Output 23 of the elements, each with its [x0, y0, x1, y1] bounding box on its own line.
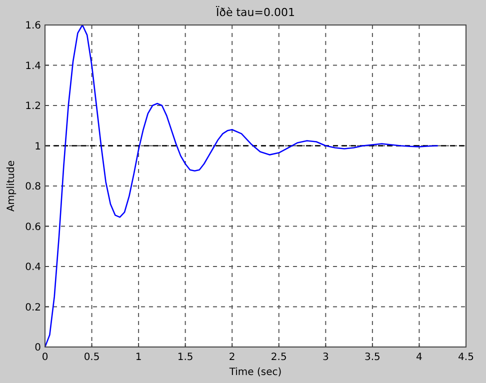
y-tick-label: 0	[34, 342, 41, 354]
x-axis-title: Time (sec)	[228, 367, 282, 378]
x-tick-label: 1.5	[177, 352, 194, 363]
y-tick-label: 0.2	[25, 302, 41, 314]
x-tick-label: 2.5	[270, 352, 287, 363]
x-tick-label: 4.5	[458, 352, 474, 363]
x-tick-label: 4	[416, 352, 422, 363]
x-tick-label: 0.5	[84, 352, 100, 363]
y-tick-label: 1.4	[25, 60, 41, 72]
x-tick-label: 1	[135, 352, 142, 363]
x-tick-label: 0	[42, 352, 48, 363]
y-tick-label: 0.6	[25, 222, 41, 233]
y-tick-label: 1	[34, 141, 41, 152]
y-tick-label: 1.2	[25, 101, 41, 112]
y-axis-title: Amplitude	[6, 160, 17, 212]
y-tick-label: 0.4	[25, 262, 41, 273]
y-tick-label: 1.6	[25, 20, 41, 32]
y-tick-label: 0.8	[25, 182, 41, 192]
line-series	[44, 24, 439, 348]
x-tick-label: 2	[228, 352, 236, 363]
x-tick-label: 3.5	[364, 352, 380, 363]
x-tick-label: 3	[322, 352, 329, 363]
chart-title: Ïðè tau=0.001	[216, 5, 295, 19]
